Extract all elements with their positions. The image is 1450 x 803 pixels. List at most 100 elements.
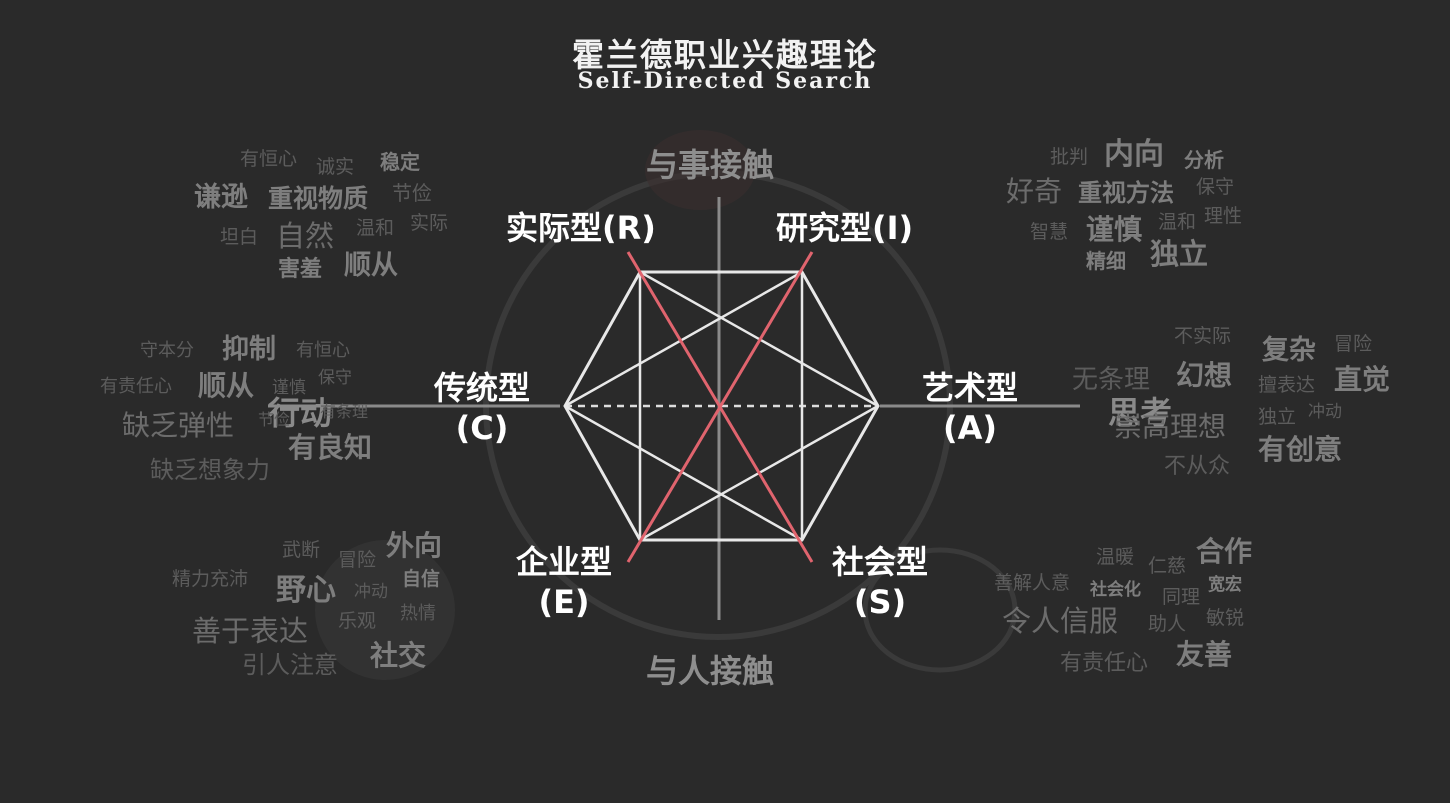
trait-word-c: 节俭 [258,410,291,429]
red-diagonals [626,251,814,563]
trait-word-r: 有恒心 [240,148,298,170]
trait-word-e: 野心 [276,573,336,608]
trait-word-r: 稳定 [380,150,420,174]
trait-word-e: 冒险 [338,549,377,571]
trait-word-s: 宽宏 [1208,575,1242,595]
trait-word-r: 温和 [356,217,395,239]
trait-word-a: 复杂 [1262,335,1316,366]
page-title: 霍兰德职业兴趣理论 [571,36,878,74]
trait-word-a: 崇高理想 [1114,410,1227,443]
trait-word-s: 友善 [1176,638,1233,671]
background-blob [645,130,755,210]
trait-word-s: 敏锐 [1206,607,1245,629]
trait-word-e: 武断 [282,539,321,561]
trait-word-a: 无条理 [1072,365,1151,395]
trait-word-r: 谦逊 [194,182,248,213]
trait-word-i: 温和 [1158,211,1197,233]
trait-word-i: 理性 [1204,205,1243,227]
type-label-social: 社会型 (S) [820,542,940,622]
trait-word-e: 善于表达 [192,614,309,648]
trait-word-a: 不实际 [1174,325,1232,347]
trait-word-s: 合作 [1196,535,1253,568]
trait-word-i: 谨慎 [1086,213,1143,246]
axis-label-top: 与事接触 [646,146,775,184]
trait-word-i: 分析 [1184,148,1224,172]
diagonal-i-e [626,251,814,563]
trait-word-r: 重视物质 [268,184,369,213]
trait-word-c: 缺乏弹性 [122,409,235,442]
trait-word-i: 重视方法 [1078,179,1174,207]
type-code-conventional: (C) [455,409,509,447]
trait-word-r: 诚实 [316,156,355,178]
trait-word-a: 冒险 [1334,333,1373,355]
type-label-investigative: 研究型(I) [776,209,914,247]
type-label-realistic: 实际型(R) [506,209,656,247]
type-code-artistic: (A) [942,409,997,447]
background-blob [862,547,1018,673]
trait-word-s: 仁慈 [1148,555,1187,577]
trait-word-s: 温暖 [1096,546,1135,568]
type-code-enterprising: (E) [538,583,590,621]
background-blob [315,540,455,680]
axis-label-left: 行动 [268,394,333,432]
trait-word-c: 保守 [318,368,352,388]
trait-word-a: 幻想 [1176,359,1233,392]
trait-word-r: 顺从 [344,250,398,281]
trait-word-i: 批判 [1050,146,1089,168]
trait-word-e: 乐观 [338,610,377,632]
trait-word-s: 有责任心 [1060,651,1149,676]
trait-word-e: 引人注意 [242,651,338,679]
trait-word-s: 善解人意 [994,572,1071,594]
trait-word-a: 擅表达 [1258,374,1316,396]
trait-word-i: 好奇 [1006,175,1063,208]
trait-word-a: 冲动 [1308,402,1342,422]
trait-word-c: 抑制 [222,334,276,365]
trait-word-c: 谨慎 [272,378,306,398]
trait-word-e: 热情 [400,603,436,624]
type-label-artistic: 艺术型 (A) [910,368,1030,448]
trait-word-e: 社交 [370,639,427,672]
trait-word-r: 自然 [276,219,335,253]
trait-word-e: 外向 [386,529,443,562]
trait-word-s: 社会化 [1090,580,1141,600]
type-code-social: (S) [853,583,907,621]
trait-word-r: 节俭 [392,181,432,205]
trait-word-r: 坦白 [220,226,259,248]
type-label-enterprising: 企业型 (E) [504,542,624,622]
trait-word-r: 实际 [410,212,449,234]
trait-word-s: 令人信服 [1002,604,1119,638]
trait-word-c: 顺从 [198,369,255,402]
type-name-social: 社会型 [831,543,928,581]
trait-word-a: 有创意 [1258,433,1343,466]
type-name-enterprising: 企业型 [515,543,612,581]
trait-word-c: 守本分 [140,340,194,361]
trait-word-i: 智慧 [1030,221,1069,243]
trait-word-e: 自信 [402,568,441,590]
type-name-conventional: 传统型 [433,369,530,407]
page-subtitle: Self-Directed Search [577,68,873,94]
connection-s-c [564,404,803,542]
trait-word-r: 害羞 [278,257,323,282]
type-label-conventional: 传统型 (C) [422,368,542,448]
trait-word-c: 有良知 [288,431,373,464]
type-name-artistic: 艺术型 [921,369,1018,407]
trait-word-a: 不从众 [1164,454,1231,479]
axis-label-right: 思考 [1108,394,1173,432]
trait-word-i: 独立 [1150,237,1209,271]
trait-word-i: 精细 [1086,249,1126,273]
trait-word-c: 有恒心 [296,340,350,361]
axis-label-bottom: 与人接触 [646,652,775,690]
trait-word-c: 缺乏想象力 [150,456,270,484]
trait-word-e: 精力充沛 [172,568,249,590]
trait-word-i: 保守 [1196,176,1235,198]
trait-word-s: 同理 [1162,586,1201,608]
trait-word-c: 有责任心 [100,376,172,397]
trait-word-i: 内向 [1104,137,1164,172]
trait-word-c: 有条理 [320,402,369,421]
connection-i-c [564,270,803,408]
trait-word-a: 直觉 [1334,363,1391,396]
trait-word-s: 助人 [1148,613,1187,635]
